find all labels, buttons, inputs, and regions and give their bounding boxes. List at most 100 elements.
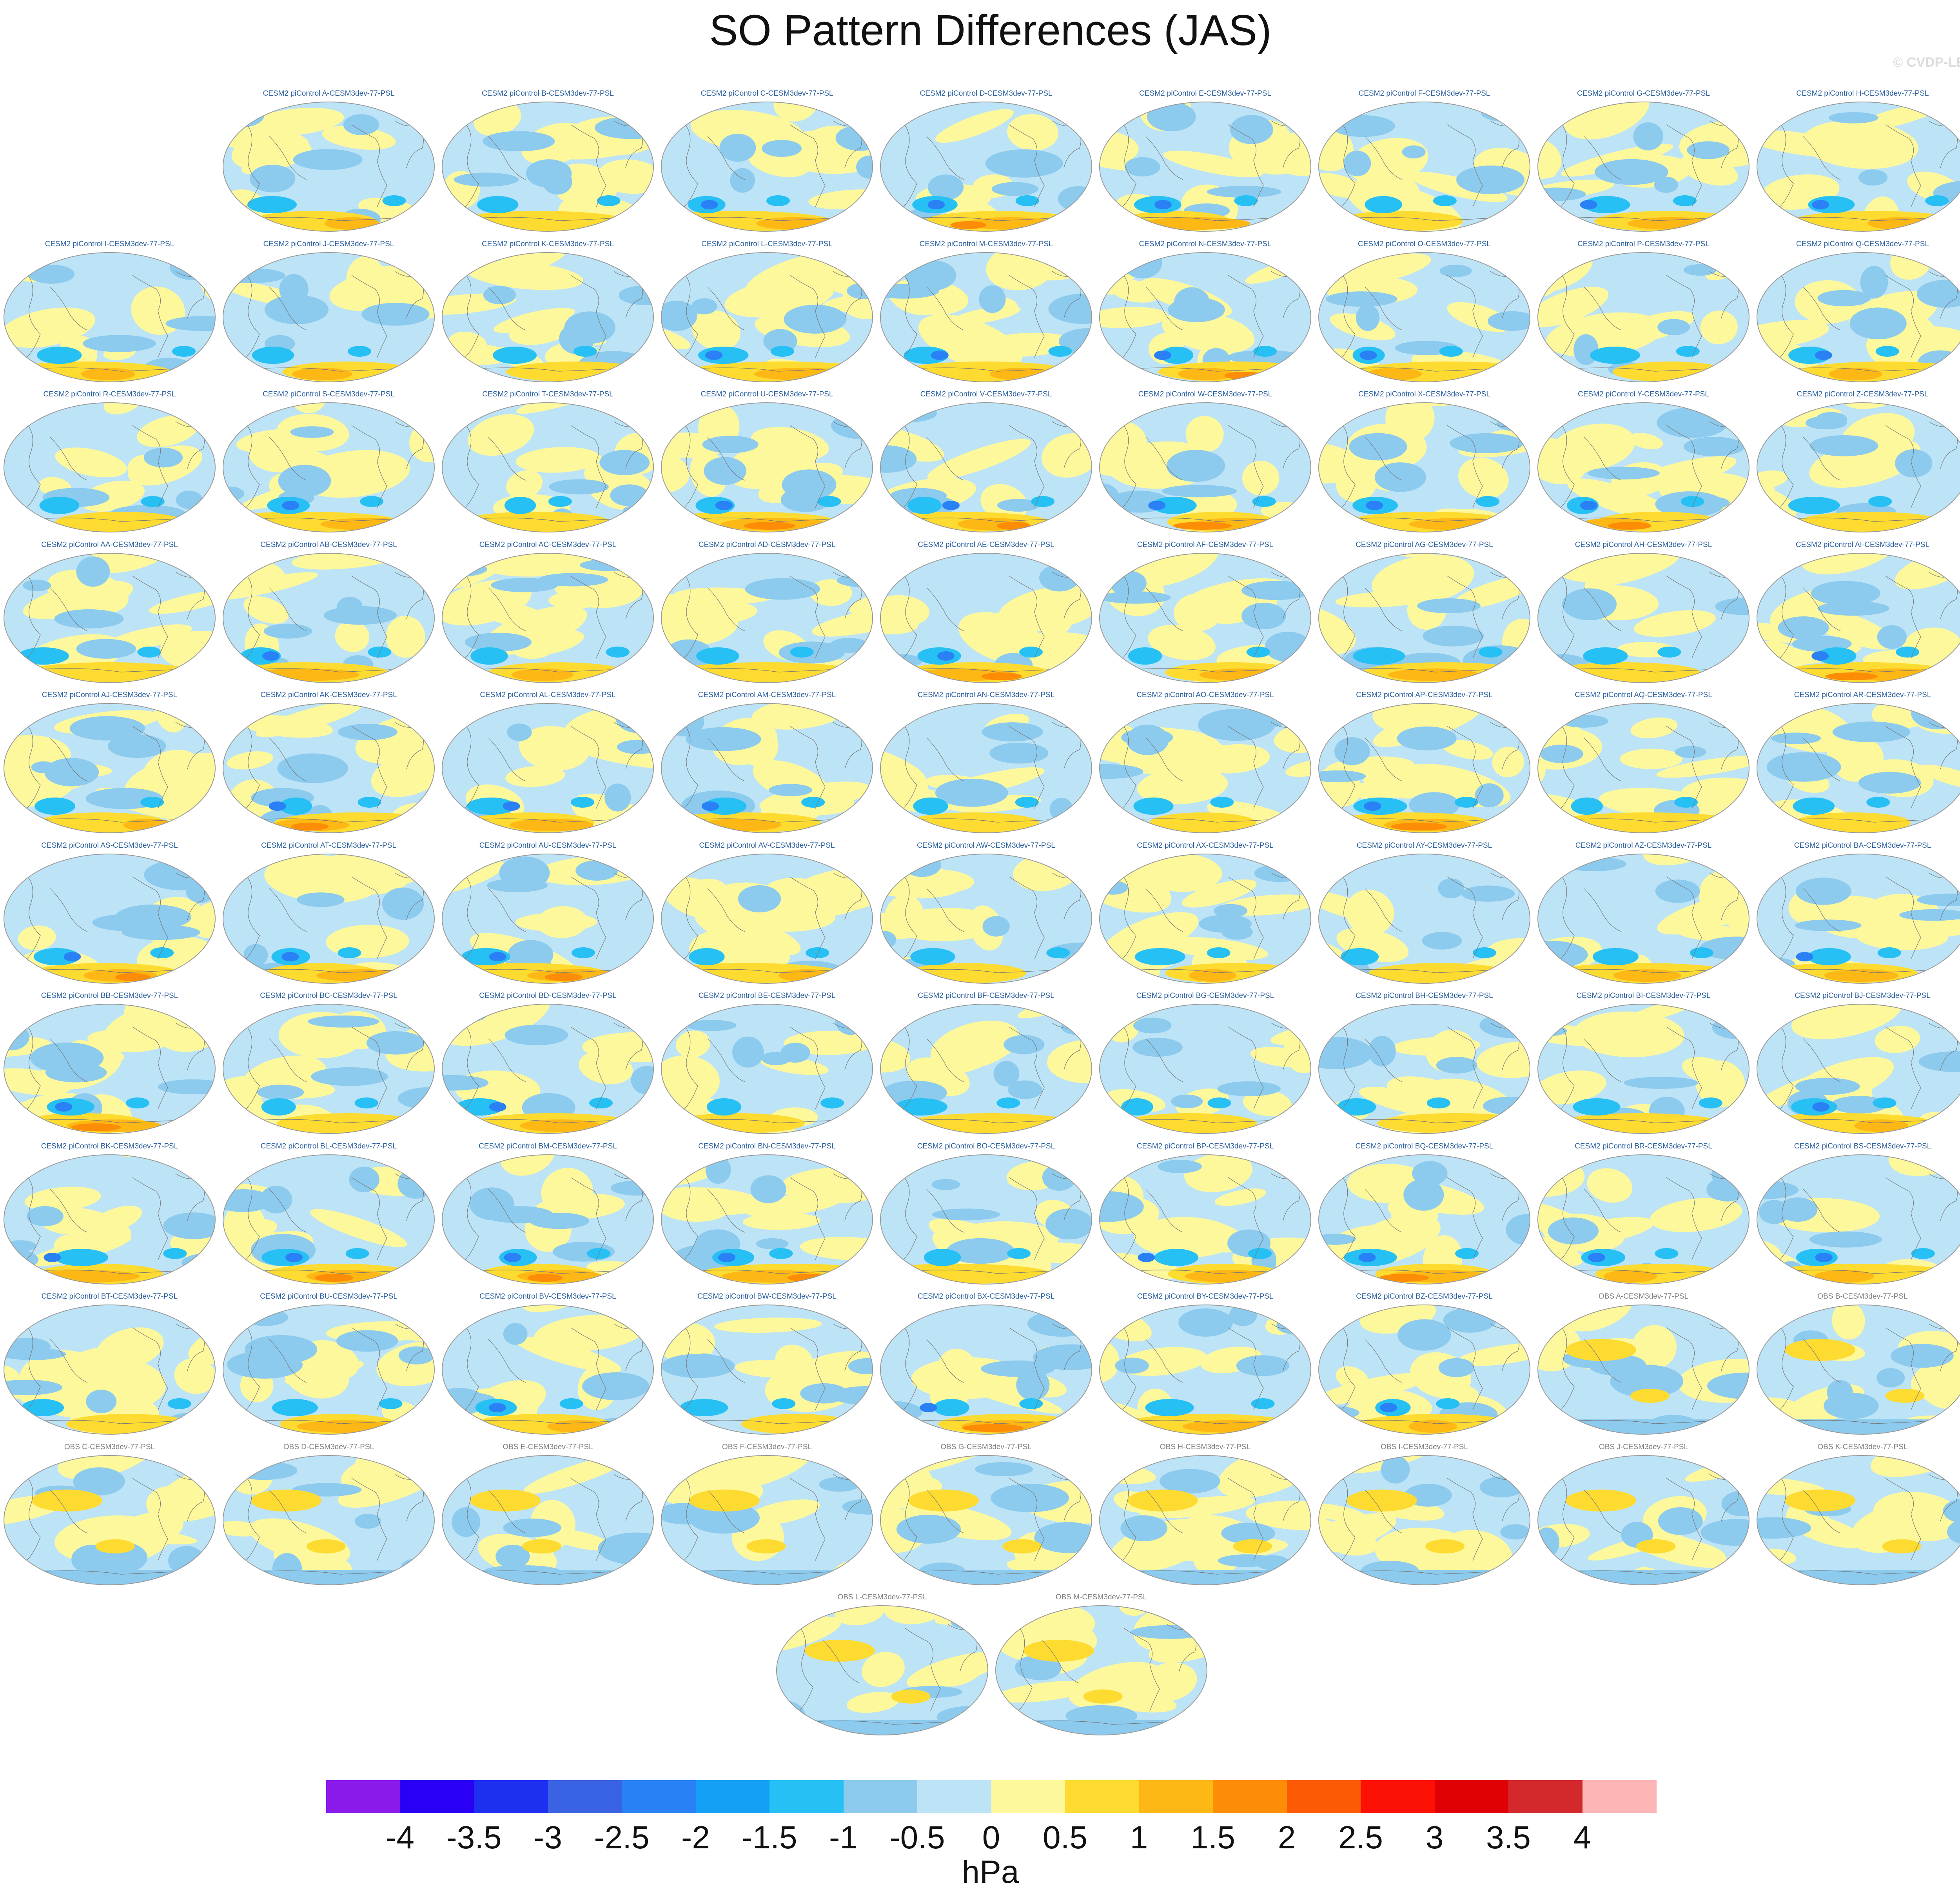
coastlines	[676, 116, 862, 221]
map-panel: CESM2 piControl BQ-CESM3dev-77-PSL	[1315, 1142, 1534, 1287]
panel-title: CESM2 piControl AC-CESM3dev-77-PSL	[479, 540, 617, 549]
map-panel: CESM2 piControl BL-CESM3dev-77-PSL	[219, 1142, 438, 1287]
panel-title: CESM2 piControl P-CESM3dev-77-PSL	[1577, 240, 1710, 248]
panel-title: CESM2 piControl BK-CESM3dev-77-PSL	[41, 1142, 178, 1150]
map-panel: CESM2 piControl BI-CESM3dev-77-PSL	[1534, 992, 1753, 1137]
colorbar-tick-label: -4	[386, 1820, 414, 1855]
robinson-map	[223, 252, 435, 382]
map-panel: OBS J-CESM3dev-77-PSL	[1534, 1443, 1753, 1588]
colorbar-box	[1065, 1780, 1139, 1813]
robinson-map	[4, 1305, 216, 1435]
map-panel: CESM2 piControl AU-CESM3dev-77-PSL	[438, 841, 657, 987]
colorbar-tick-label: 0.5	[1043, 1820, 1087, 1855]
contour-field	[661, 1305, 873, 1434]
robinson-map	[1757, 102, 1960, 232]
map-panel: CESM2 piControl AR-CESM3dev-77-PSL	[1753, 691, 1960, 836]
robinson-map	[1757, 402, 1960, 532]
map-panel: OBS M-CESM3dev-77-PSL	[992, 1593, 1211, 1738]
map-panel: CESM2 piControl A-CESM3dev-77-PSL	[219, 89, 438, 234]
map-panel: CESM2 piControl F-CESM3dev-77-PSL	[1315, 89, 1534, 234]
map-panel: CESM2 piControl B-CESM3dev-77-PSL	[438, 89, 657, 234]
panel-title: CESM2 piControl BW-CESM3dev-77-PSL	[697, 1292, 837, 1301]
robinson-map	[1099, 1004, 1311, 1134]
robinson-map	[1099, 402, 1311, 532]
map-panel: CESM2 piControl BE-CESM3dev-77-PSL	[657, 992, 877, 1137]
map-panel: CESM2 piControl C-CESM3dev-77-PSL	[657, 89, 877, 234]
panel-title: CESM2 piControl BP-CESM3dev-77-PSL	[1136, 1142, 1274, 1150]
colorbar-tick-label: 3.5	[1486, 1820, 1531, 1855]
panel-title: CESM2 piControl AA-CESM3dev-77-PSL	[41, 540, 178, 549]
colorbar-tick-label: 1.5	[1191, 1820, 1235, 1855]
panel-title: OBS C-CESM3dev-77-PSL	[64, 1443, 155, 1451]
robinson-map	[1318, 853, 1530, 984]
colorbar-box	[474, 1780, 548, 1813]
map-panel: CESM2 piControl AI-CESM3dev-77-PSL	[1753, 541, 1960, 686]
contour-field	[442, 403, 653, 532]
contour-field	[223, 252, 434, 382]
panel-title: CESM2 piControl E-CESM3dev-77-PSL	[1139, 89, 1271, 98]
map-panel: CESM2 piControl BA-CESM3dev-77-PSL	[1753, 841, 1960, 987]
map-panel: CESM2 piControl AP-CESM3dev-77-PSL	[1315, 691, 1534, 836]
contour-field	[442, 1154, 653, 1284]
coastlines	[1333, 868, 1519, 973]
robinson-map	[1318, 102, 1530, 232]
panel-title: CESM2 piControl BY-CESM3dev-77-PSL	[1137, 1292, 1274, 1301]
robinson-map	[661, 703, 873, 833]
map-panel: CESM2 piControl AQ-CESM3dev-77-PSL	[1534, 691, 1753, 836]
contour-field	[661, 252, 873, 382]
map-panel: CESM2 piControl AN-CESM3dev-77-PSL	[877, 691, 1096, 836]
contour-field	[223, 1004, 434, 1134]
robinson-map	[661, 853, 873, 984]
map-panel: CESM2 piControl BR-CESM3dev-77-PSL	[1534, 1142, 1753, 1287]
robinson-map	[223, 1305, 435, 1435]
panel-title: CESM2 piControl Y-CESM3dev-77-PSL	[1578, 390, 1709, 398]
robinson-map	[880, 552, 1092, 683]
map-panel: CESM2 piControl BF-CESM3dev-77-PSL	[877, 992, 1096, 1137]
panel-title: CESM2 piControl AQ-CESM3dev-77-PSL	[1575, 691, 1712, 699]
robinson-map	[880, 703, 1092, 833]
coastlines	[895, 267, 1081, 372]
map-panel: CESM2 piControl AW-CESM3dev-77-PSL	[877, 841, 1096, 987]
panel-title: CESM2 piControl A-CESM3dev-77-PSL	[263, 89, 395, 98]
panel-title: CESM2 piControl F-CESM3dev-77-PSL	[1358, 89, 1490, 98]
map-panel: CESM2 piControl U-CESM3dev-77-PSL	[657, 390, 877, 535]
map-panel: CESM2 piControl BG-CESM3dev-77-PSL	[1096, 992, 1315, 1137]
colorbar-box	[622, 1780, 696, 1813]
contour-field	[880, 403, 1092, 532]
map-panel: CESM2 piControl BU-CESM3dev-77-PSL	[219, 1292, 438, 1437]
panel-title: CESM2 piControl AH-CESM3dev-77-PSL	[1575, 540, 1712, 549]
contour-field	[1757, 252, 1960, 382]
chart-title: SO Pattern Differences (JAS)	[709, 6, 1272, 55]
colorbar-tick-label: -2.5	[594, 1820, 650, 1855]
robinson-map	[223, 102, 435, 232]
panel-title: CESM2 piControl AZ-CESM3dev-77-PSL	[1575, 841, 1712, 850]
map-panel: CESM2 piControl AT-CESM3dev-77-PSL	[219, 841, 438, 987]
contour-field	[1319, 1154, 1530, 1284]
robinson-map	[880, 1154, 1092, 1285]
map-panel: CESM2 piControl AV-CESM3dev-77-PSL	[657, 841, 877, 987]
robinson-map	[223, 703, 435, 833]
panel-title: CESM2 piControl BH-CESM3dev-77-PSL	[1356, 992, 1493, 1000]
map-panel: CESM2 piControl H-CESM3dev-77-PSL	[1753, 89, 1960, 234]
robinson-map	[1757, 853, 1960, 984]
map-panel: CESM2 piControl BK-CESM3dev-77-PSL	[0, 1142, 219, 1287]
robinson-map	[1099, 703, 1311, 833]
panel-title: CESM2 piControl R-CESM3dev-77-PSL	[43, 390, 176, 398]
robinson-map	[223, 1004, 435, 1134]
panel-title: OBS B-CESM3dev-77-PSL	[1817, 1292, 1908, 1301]
robinson-map	[661, 552, 873, 683]
panel-title: CESM2 piControl BF-CESM3dev-77-PSL	[918, 992, 1054, 1000]
map-panel: OBS C-CESM3dev-77-PSL	[0, 1443, 219, 1588]
map-panel: CESM2 piControl BP-CESM3dev-77-PSL	[1096, 1142, 1315, 1287]
contour-field	[1319, 1305, 1530, 1434]
panel-title: CESM2 piControl K-CESM3dev-77-PSL	[482, 240, 614, 248]
robinson-map	[880, 1004, 1092, 1134]
panel-title: CESM2 piControl AL-CESM3dev-77-PSL	[480, 691, 616, 699]
map-panel: CESM2 piControl BY-CESM3dev-77-PSL	[1096, 1292, 1315, 1437]
colorbar-tick-label: -2	[681, 1820, 710, 1855]
robinson-map	[880, 402, 1092, 532]
panel-title: OBS J-CESM3dev-77-PSL	[1599, 1443, 1688, 1451]
map-panel: OBS F-CESM3dev-77-PSL	[657, 1443, 877, 1588]
robinson-map	[661, 1455, 873, 1585]
panel-title: CESM2 piControl AY-CESM3dev-77-PSL	[1356, 841, 1492, 850]
